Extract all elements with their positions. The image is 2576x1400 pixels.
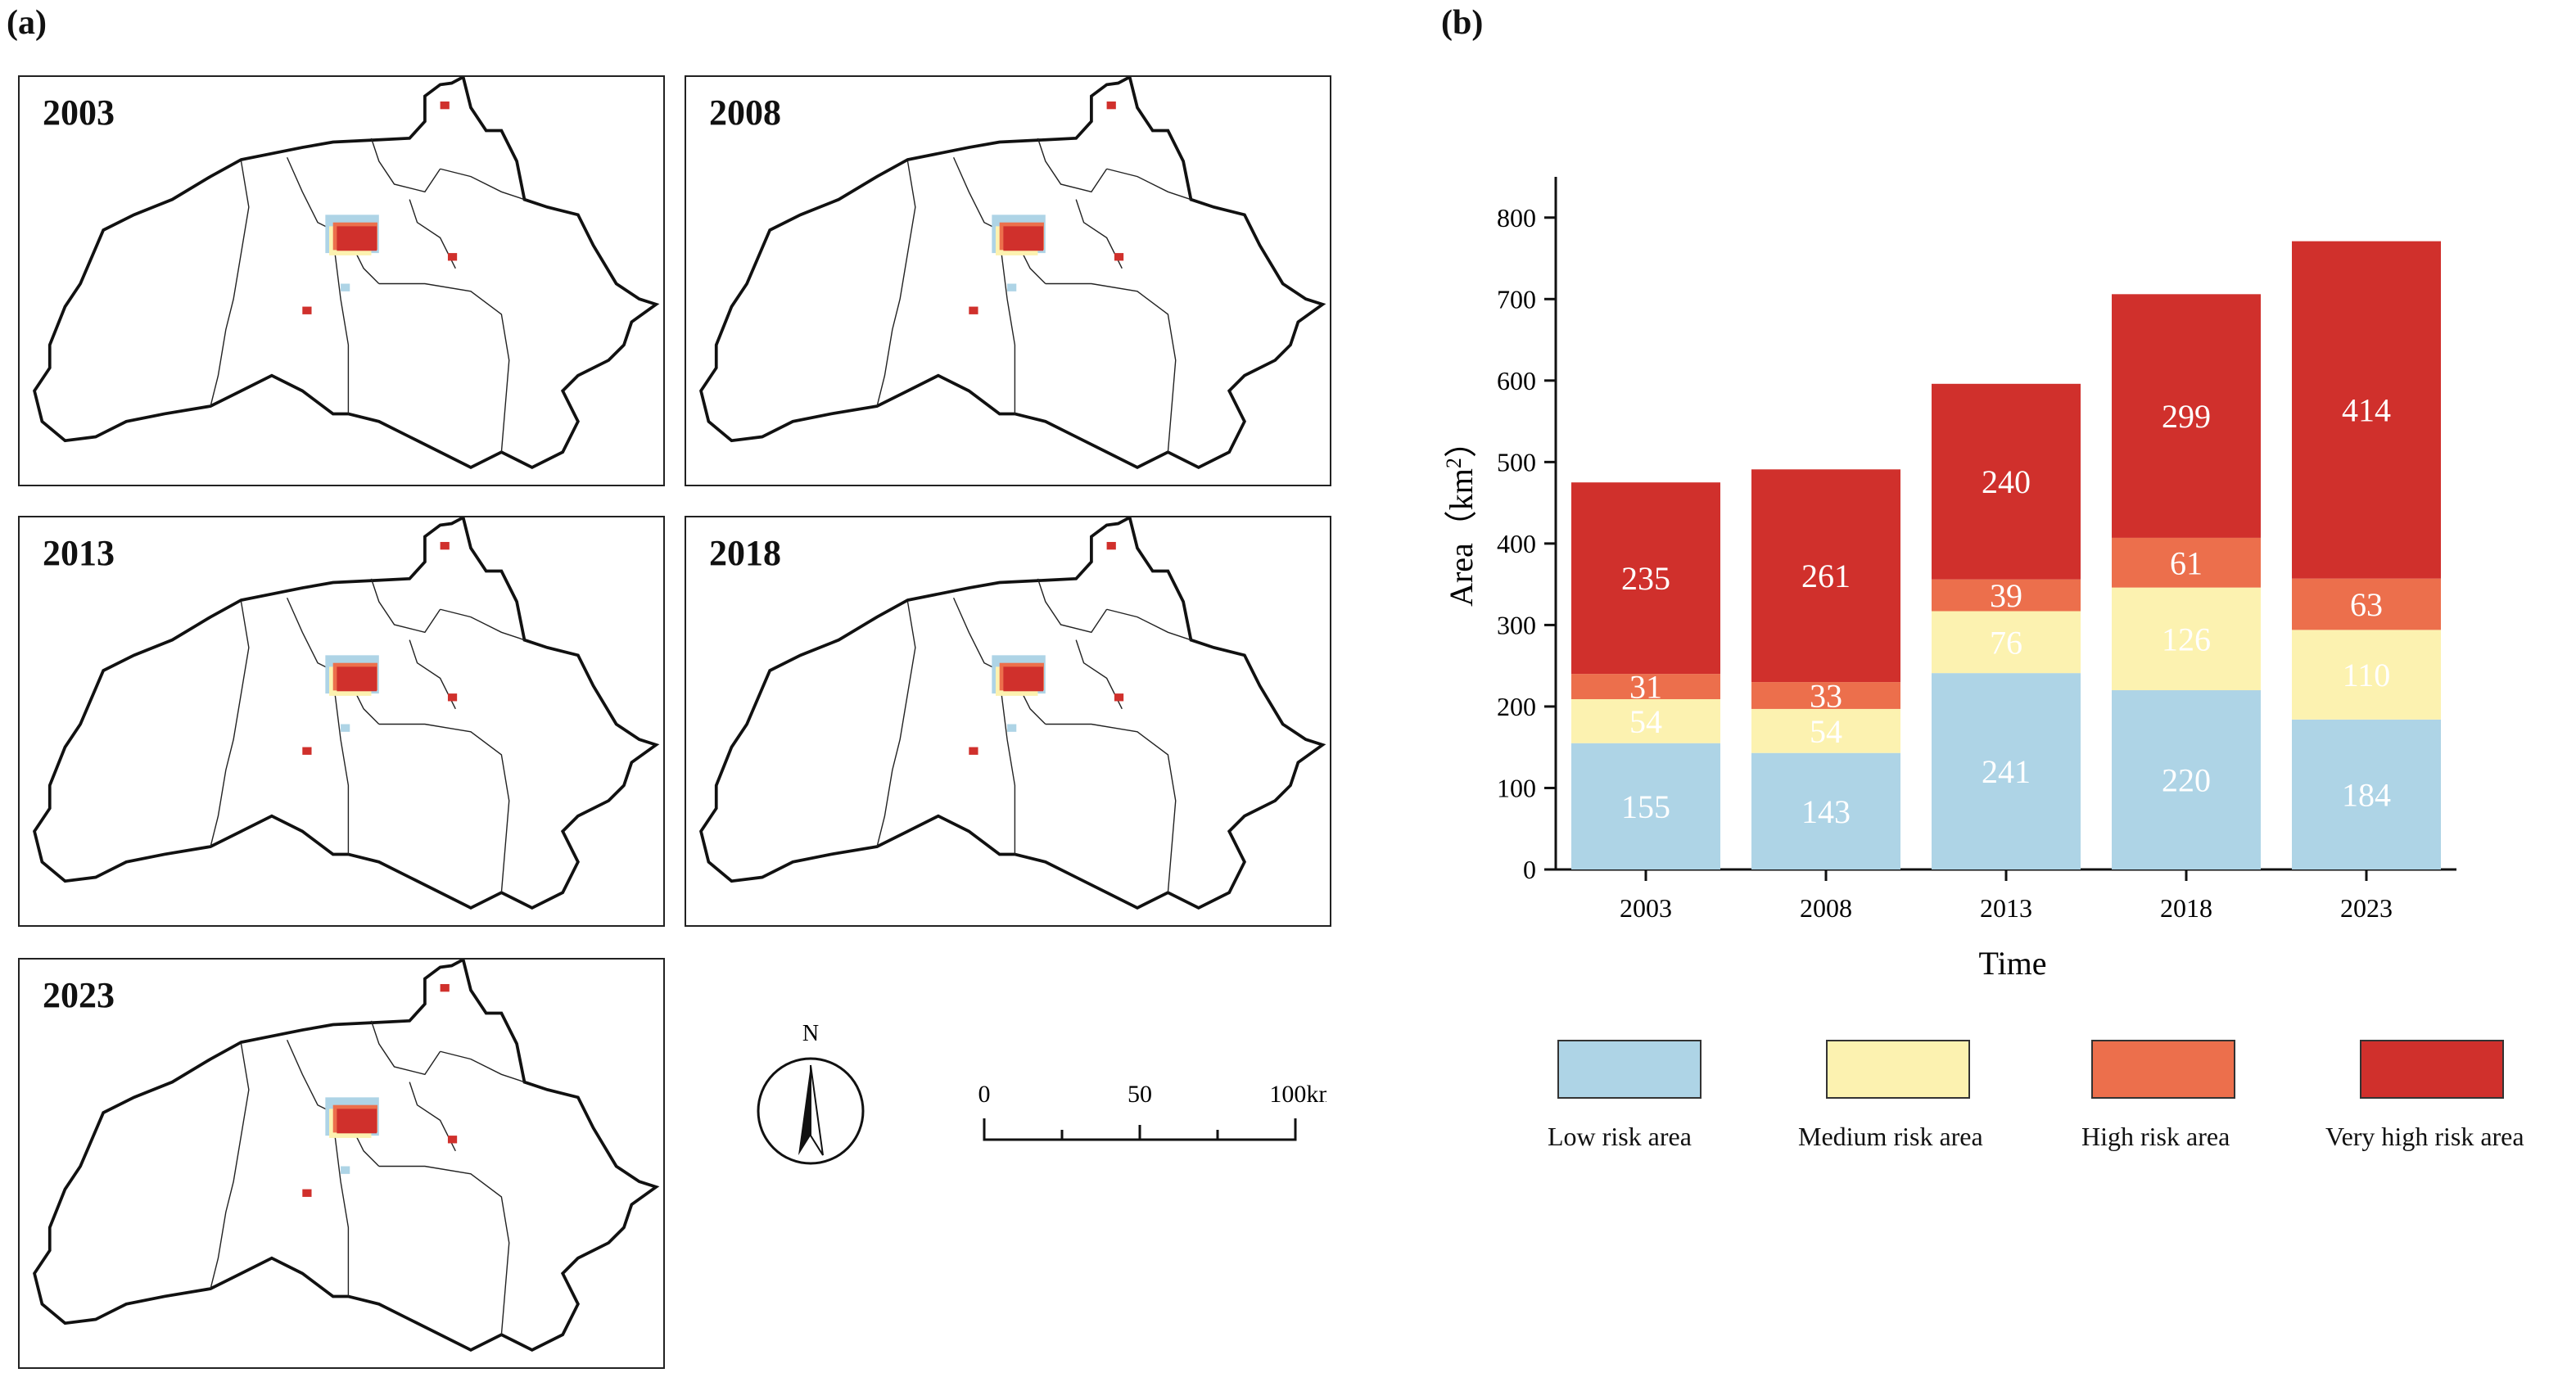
map-year-label: 2023 [43, 975, 115, 1015]
bar-segment [1751, 708, 1900, 753]
legend-swatch-low [1557, 1040, 1702, 1099]
map-year-label: 2013 [43, 533, 115, 573]
y-tick-label: 500 [1497, 447, 1536, 476]
bar-segment [1932, 579, 2081, 612]
scale-label-0: 0 [978, 1081, 991, 1108]
bar-segment [2112, 294, 2261, 538]
bar-segment [2112, 587, 2261, 691]
bar-segment [1751, 682, 1900, 709]
north-arrow-icon: N [757, 1021, 865, 1165]
bar-data-label: 235 [1621, 560, 1670, 597]
bar-segment [1571, 674, 1720, 699]
bar-segment [1751, 469, 1900, 683]
y-tick-label: 800 [1497, 203, 1536, 233]
x-tick-label: 2008 [1800, 893, 1852, 923]
y-tick-label: 700 [1497, 284, 1536, 314]
legend-label-very-high: Very high risk area [2325, 1122, 2524, 1151]
map-panel-2003: 2003 [18, 75, 665, 486]
bar-data-label: 414 [2342, 392, 2391, 429]
bar-segment [2292, 630, 2441, 720]
bar-data-label: 220 [2162, 762, 2211, 799]
bar-data-label: 143 [1801, 793, 1851, 830]
bar-data-label: 110 [2343, 657, 2391, 693]
bar-data-label: 61 [2170, 544, 2203, 581]
bar-segment [2292, 719, 2441, 869]
chart-bars [1571, 241, 2441, 869]
map-panel-2018: 2018 [685, 516, 1331, 927]
y-tick-label: 100 [1497, 773, 1536, 802]
x-tick-label: 2018 [2160, 893, 2212, 923]
y-tick-label: 400 [1497, 529, 1536, 558]
bar-data-label: 241 [1982, 753, 2031, 790]
bar-segment [1751, 752, 1900, 869]
bar-segment [1932, 673, 2081, 869]
scale-label-50: 50 [1128, 1081, 1152, 1108]
chart-x-axis-label: Time [1978, 945, 2046, 982]
map-year-label: 2018 [709, 533, 781, 573]
legend-label-low: Low risk area [1548, 1122, 1692, 1151]
bar-segment [2292, 241, 2441, 579]
y-tick-label: 0 [1523, 855, 1536, 884]
legend-swatch-high [2091, 1040, 2235, 1099]
bar-data-label: 63 [2350, 586, 2383, 623]
map-outline [699, 77, 1326, 469]
bar-segment [1571, 482, 1720, 675]
x-tick-label: 2003 [1620, 893, 1672, 923]
bar-data-label: 299 [2162, 398, 2211, 435]
map-panel-2008: 2008 [685, 75, 1331, 486]
stacked-bar-chart: 0 100 200 300 400 500 600 700 800 2003 2008 2013 201… [1442, 177, 2456, 982]
chart-axes: 0 100 200 300 400 500 600 700 800 2003 2008 2013 201… [1497, 177, 2456, 923]
y-tick-label: 600 [1497, 366, 1536, 395]
bar-data-label: 240 [1982, 463, 2031, 500]
map-panel-2023: 2023 [18, 958, 665, 1369]
panel-a-label: (a) [7, 4, 47, 42]
map-outline [33, 517, 660, 910]
legend-swatch-very-high [2360, 1040, 2504, 1099]
scale-label-100: 100km [1269, 1081, 1326, 1108]
bar-data-label: 261 [1801, 558, 1851, 594]
bar-data-label: 126 [2162, 621, 2211, 657]
bar-data-label: 39 [1990, 577, 2022, 614]
bar-segment [2292, 578, 2441, 630]
bar-segment [1932, 611, 2081, 674]
bar-data-label: 33 [1810, 678, 1842, 715]
bar-segment [1571, 698, 1720, 743]
bar-data-label: 31 [1629, 669, 1662, 706]
map-panel-2013: 2013 [18, 516, 665, 927]
x-tick-label: 2013 [1980, 893, 2032, 923]
bar-data-label: 54 [1810, 713, 1842, 750]
chart-legend: Low risk area Medium risk area High risk… [1548, 1038, 2563, 1169]
map-year-label: 2008 [709, 93, 781, 133]
bar-data-label: 76 [1990, 624, 2022, 661]
y-tick-label: 300 [1497, 610, 1536, 639]
map-year-label: 2003 [43, 93, 115, 133]
scale-bar: 0 50 100km [978, 1081, 1326, 1141]
bar-data-label: 54 [1629, 703, 1662, 740]
legend-swatch-medium [1826, 1040, 1970, 1099]
bar-segment [1932, 383, 2081, 580]
map-outline [33, 77, 660, 469]
bar-segment [1571, 743, 1720, 869]
bar-segment [2112, 537, 2261, 588]
legend-label-medium: Medium risk area [1798, 1122, 1983, 1151]
map-outline [699, 517, 1326, 910]
bar-data-label: 155 [1621, 788, 1670, 825]
bar-segment [2112, 690, 2261, 869]
chart-data-labels: 1555431235143543326124176392402201266129… [1621, 392, 2391, 830]
north-label: N [802, 1021, 819, 1046]
chart-y-axis-label: Area（km2） [1442, 425, 1480, 607]
bar-data-label: 184 [2342, 776, 2391, 813]
panel-b-label: (b) [1441, 4, 1484, 42]
map-outline [33, 960, 660, 1352]
x-tick-label: 2023 [2340, 893, 2393, 923]
y-tick-label: 200 [1497, 692, 1536, 721]
legend-label-high: High risk area [2081, 1122, 2230, 1151]
